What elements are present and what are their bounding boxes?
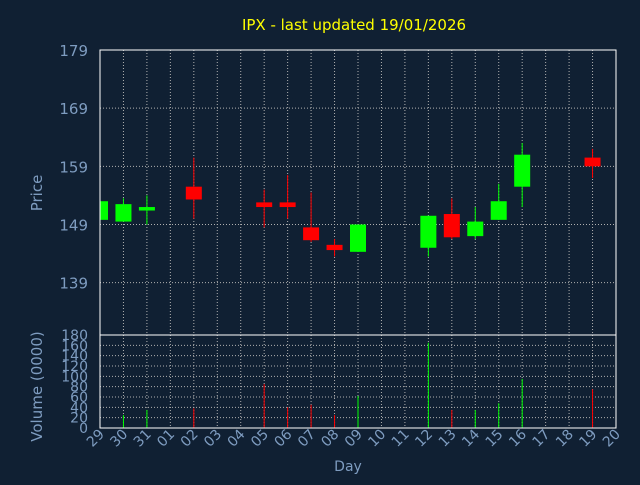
candle-08 bbox=[326, 239, 343, 257]
candle-body bbox=[303, 227, 320, 241]
candle-body bbox=[467, 221, 484, 237]
volume-tick-label: 60 bbox=[70, 390, 88, 406]
volume-tick-label: 80 bbox=[70, 380, 88, 396]
candle-13 bbox=[443, 198, 460, 240]
volume-tick-label: 120 bbox=[61, 359, 88, 375]
candle-body bbox=[420, 215, 437, 248]
price-axis-label: Price bbox=[28, 175, 46, 212]
candle-body bbox=[350, 224, 366, 252]
candle-02 bbox=[185, 157, 202, 219]
candle-body bbox=[514, 154, 531, 187]
candle-12 bbox=[420, 215, 437, 257]
volume-panel-frame bbox=[99, 334, 617, 429]
volume-tick-label: 20 bbox=[70, 411, 88, 427]
volume-tick-label: 100 bbox=[61, 369, 88, 385]
x-tick-labels: 29 30 31 01 02 03 04 05 06 07 08 09 10 11 12 13 14 15 16 17… bbox=[84, 426, 624, 450]
price-tick-label: 179 bbox=[59, 42, 88, 60]
candle-body bbox=[490, 201, 507, 220]
price-tick-label: 169 bbox=[59, 100, 88, 118]
candle-14 bbox=[467, 207, 484, 240]
candle-09 bbox=[350, 224, 366, 252]
price-tick-label: 139 bbox=[59, 275, 88, 293]
volume-axis-label: Volume (0000) bbox=[28, 331, 46, 441]
candle-19 bbox=[584, 148, 601, 178]
price-tick-labels: 139 149 159 169 179 bbox=[59, 42, 88, 293]
price-grid bbox=[99, 49, 617, 335]
candle-body bbox=[256, 202, 273, 208]
candle-05 bbox=[256, 189, 273, 228]
price-candles bbox=[99, 143, 601, 257]
candle-07 bbox=[303, 192, 320, 242]
candle-15 bbox=[490, 183, 507, 220]
candle-body bbox=[443, 214, 460, 238]
candle-06 bbox=[279, 175, 296, 219]
candle-body bbox=[100, 201, 108, 220]
volume-tick-label: 0 bbox=[79, 421, 88, 437]
candle-body bbox=[326, 244, 343, 251]
price-tick-label: 149 bbox=[59, 216, 88, 234]
volume-tick-label: 140 bbox=[61, 349, 88, 365]
candle-body bbox=[584, 157, 601, 167]
candle-body bbox=[279, 202, 296, 208]
price-tick-label: 159 bbox=[59, 158, 88, 176]
volume-tick-label: 180 bbox=[61, 328, 88, 344]
candle-29 bbox=[99, 201, 108, 220]
volume-tick-label: 160 bbox=[61, 338, 88, 354]
candle-16 bbox=[514, 143, 531, 208]
candle-body bbox=[115, 204, 132, 222]
chart-title: IPX - last updated 19/01/2026 bbox=[242, 16, 466, 34]
candle-31 bbox=[138, 195, 155, 225]
x-axis-label: Day bbox=[334, 459, 362, 475]
candle-body bbox=[185, 186, 202, 200]
candle-body bbox=[138, 207, 155, 211]
candle-30 bbox=[115, 198, 132, 222]
volume-tick-label: 40 bbox=[70, 400, 88, 416]
